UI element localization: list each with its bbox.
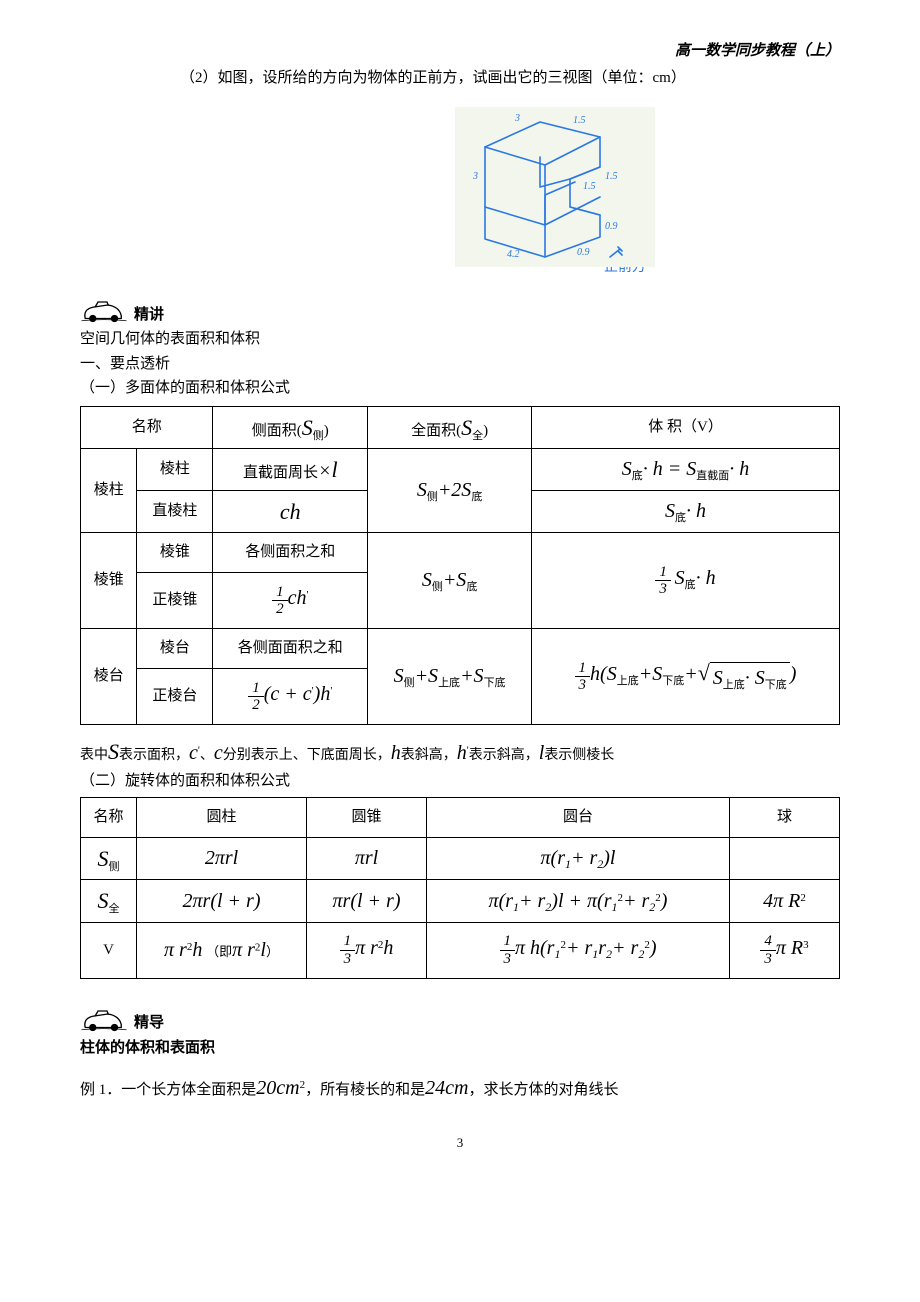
- table-row: S全 2πr(l + r) πr(l + r) π(r1+ r2)l + π(r…: [81, 880, 840, 923]
- section-lecture-header: 精讲: [80, 296, 840, 326]
- svg-text:4.2: 4.2: [507, 249, 520, 260]
- topic-title: 空间几何体的表面积和体积: [80, 328, 840, 351]
- polyhedron-formula-table: 名称 侧面积(S侧) 全面积(S全) 体 积（V） 棱柱 棱柱 直截面周长×l …: [80, 406, 840, 726]
- page-number: 3: [80, 1133, 840, 1153]
- question-text: （2）如图，设所给的方向为物体的正前方，试画出它的三视图（单位：cm）: [180, 67, 840, 90]
- isometric-shape-svg: 3 1.5 3 4.2 1.5 1.5 0.9 0.9: [455, 107, 655, 267]
- section-guide-header: 精导: [80, 1005, 840, 1035]
- guide-label: 精导: [134, 1012, 164, 1035]
- course-title: 高一数学同步教程（上）: [80, 40, 840, 63]
- car-icon: [80, 1005, 128, 1035]
- hdr-name: 名称: [81, 406, 213, 449]
- svg-text:3: 3: [514, 113, 520, 124]
- table-header-row: 名称 圆柱 圆锥 圆台 球: [81, 797, 840, 837]
- table-row: 棱锥 棱锥 各侧面积之和 S侧+S底 13 S底· h: [81, 533, 840, 573]
- table-row: 棱台 棱台 各侧面面积之和 S侧+S上底+S下底 13h(S上底+S下底+√S上…: [81, 629, 840, 669]
- svg-text:0.9: 0.9: [577, 247, 590, 258]
- car-icon: [80, 296, 128, 326]
- svg-text:1.5: 1.5: [605, 171, 618, 182]
- table-row: 棱柱 棱柱 直截面周长×l S侧+2S底 S底· h = S直截面· h: [81, 449, 840, 491]
- rotation-body-formula-table: 名称 圆柱 圆锥 圆台 球 S侧 2πrl πrl π(r1+ r2)l S全 …: [80, 797, 840, 979]
- svg-text:0.9: 0.9: [605, 221, 618, 232]
- outline-3: （二）旋转体的面积和体积公式: [80, 770, 840, 793]
- svg-text:3: 3: [472, 171, 478, 182]
- hdr-side: 侧面积(S侧): [213, 406, 368, 449]
- outline-1: 一、要点透析: [80, 353, 840, 376]
- figure-3d-diagram: 3 1.5 3 4.2 1.5 1.5 0.9 0.9 正前方: [430, 107, 680, 278]
- subsection-title: 柱体的体积和表面积: [80, 1037, 840, 1060]
- table-row: V π r2h （即π r2l） 13π r2h 13π h(r12+ r1r2…: [81, 922, 840, 978]
- lecture-label: 精讲: [134, 304, 164, 327]
- example-1: 例 1．一个长方体全面积是20cm2，所有棱长的和是24cm，求长方体的对角线长: [80, 1073, 840, 1103]
- hdr-vol: 体 积（V）: [532, 406, 840, 449]
- svg-text:1.5: 1.5: [573, 115, 586, 126]
- table-row: S侧 2πrl πrl π(r1+ r2)l: [81, 837, 840, 880]
- table1-note: 表中S表示面积，c'、c分别表示上、下底面周长，h表斜高，h'表示斜高，l表示侧…: [80, 735, 840, 768]
- outline-2: （一）多面体的面积和体积公式: [80, 377, 840, 400]
- svg-text:1.5: 1.5: [583, 181, 596, 192]
- hdr-full: 全面积(S全): [368, 406, 532, 449]
- table-header-row: 名称 侧面积(S侧) 全面积(S全) 体 积（V）: [81, 406, 840, 449]
